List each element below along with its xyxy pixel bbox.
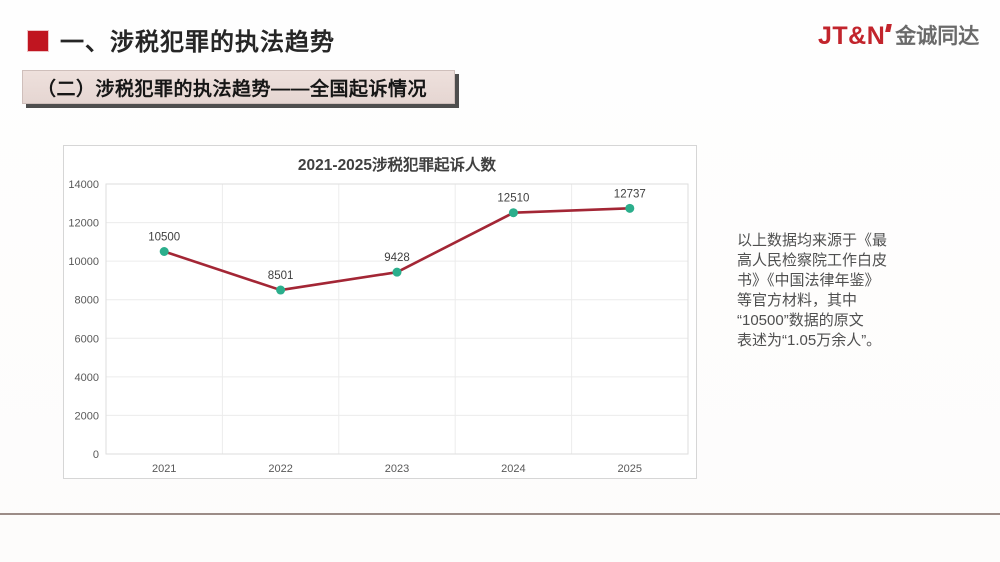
data-point-label: 8501 — [268, 270, 294, 282]
x-tick-label: 2023 — [385, 463, 409, 475]
y-tick-label: 6000 — [75, 333, 99, 345]
chart-title: 2021-2025涉税犯罪起诉人数 — [298, 155, 497, 174]
data-point-label: 12510 — [497, 193, 529, 205]
source-note: 以上数据均来源于《最 高人民检察院工作白皮 书》《中国法律年鉴》 等官方材料，其中 “1… — [737, 231, 913, 351]
y-tick-label: 12000 — [68, 218, 99, 230]
bottom-divider-line — [0, 513, 1000, 515]
y-tick-label: 14000 — [68, 179, 99, 191]
data-point-marker — [276, 285, 286, 295]
subsection-banner: （二）涉税犯罪的执法趋势——全国起诉情况 — [22, 70, 455, 104]
source-note-line: “10500”数据的原文 — [737, 312, 864, 329]
header: 一、涉税犯罪的执法趋势 — [28, 22, 335, 57]
data-point-marker — [508, 208, 518, 218]
x-tick-label: 2021 — [152, 463, 176, 475]
source-note-line: 表述为“1.05万余人”。 — [737, 332, 882, 349]
x-tick-label: 2024 — [501, 463, 525, 475]
page-title: 一、涉税犯罪的执法趋势 — [60, 29, 335, 56]
y-tick-label: 8000 — [75, 295, 99, 307]
source-note-line: 等官方材料，其中 — [737, 292, 858, 309]
data-point-marker — [625, 203, 635, 213]
company-logo: JT&N 金诚同达 — [818, 24, 979, 49]
y-tick-label: 4000 — [75, 372, 99, 384]
series-line — [162, 207, 632, 292]
data-point-label: 9428 — [384, 252, 410, 264]
x-tick-label: 2022 — [268, 463, 292, 475]
logo-latin-text: JT&N — [818, 22, 886, 50]
logo-trademark-tick-icon — [885, 24, 893, 32]
y-tick-label: 2000 — [75, 410, 99, 422]
section-bullet-square-icon — [28, 31, 48, 51]
source-note-line: 以上数据均来源于《最 — [737, 232, 888, 249]
data-point-marker — [392, 267, 402, 277]
source-note-line: 书》《中国法律年鉴》 — [737, 272, 880, 289]
data-point-label: 12737 — [614, 188, 646, 200]
plot-border — [105, 183, 689, 455]
y-tick-label: 10000 — [68, 256, 99, 268]
logo-cjk-text: 金诚同达 — [895, 25, 980, 48]
line-chart-card: 0 2000 4000 6000 8000 10000 12000 14000 2021 2022… — [63, 145, 697, 479]
y-tick-label: 0 — [93, 449, 99, 461]
data-point-label: 10500 — [148, 232, 180, 244]
subsection-banner-label: （二）涉税犯罪的执法趋势——全国起诉情况 — [37, 78, 428, 100]
x-tick-label: 2025 — [618, 463, 642, 475]
source-note-line: 高人民检察院工作白皮 — [737, 252, 888, 269]
prosecution-line-chart: 0 2000 4000 6000 8000 10000 12000 14000 2021 2022… — [68, 155, 689, 475]
data-point-marker — [159, 247, 169, 256]
